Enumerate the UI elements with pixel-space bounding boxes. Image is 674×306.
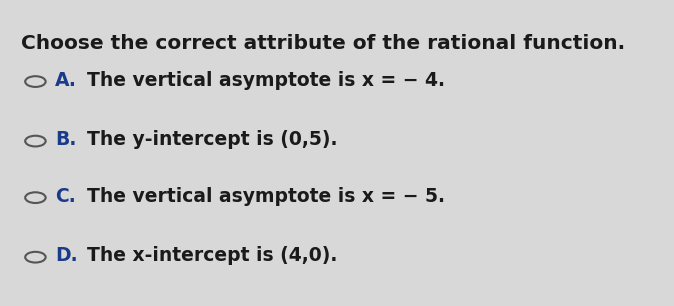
- Text: The x-intercept is (4,0).: The x-intercept is (4,0).: [86, 246, 337, 265]
- Text: Choose the correct attribute of the rational function.: Choose the correct attribute of the rati…: [21, 34, 625, 53]
- Circle shape: [25, 136, 46, 147]
- Text: D.: D.: [55, 246, 78, 265]
- Circle shape: [25, 252, 46, 263]
- Text: The vertical asymptote is x = − 4.: The vertical asymptote is x = − 4.: [86, 71, 445, 90]
- Text: A.: A.: [55, 71, 78, 90]
- Text: B.: B.: [55, 130, 77, 149]
- Text: The y-intercept is (0,5).: The y-intercept is (0,5).: [86, 130, 337, 149]
- Text: C.: C.: [55, 187, 76, 206]
- Text: The vertical asymptote is x = − 5.: The vertical asymptote is x = − 5.: [86, 187, 445, 206]
- Circle shape: [25, 192, 46, 203]
- Circle shape: [25, 76, 46, 87]
